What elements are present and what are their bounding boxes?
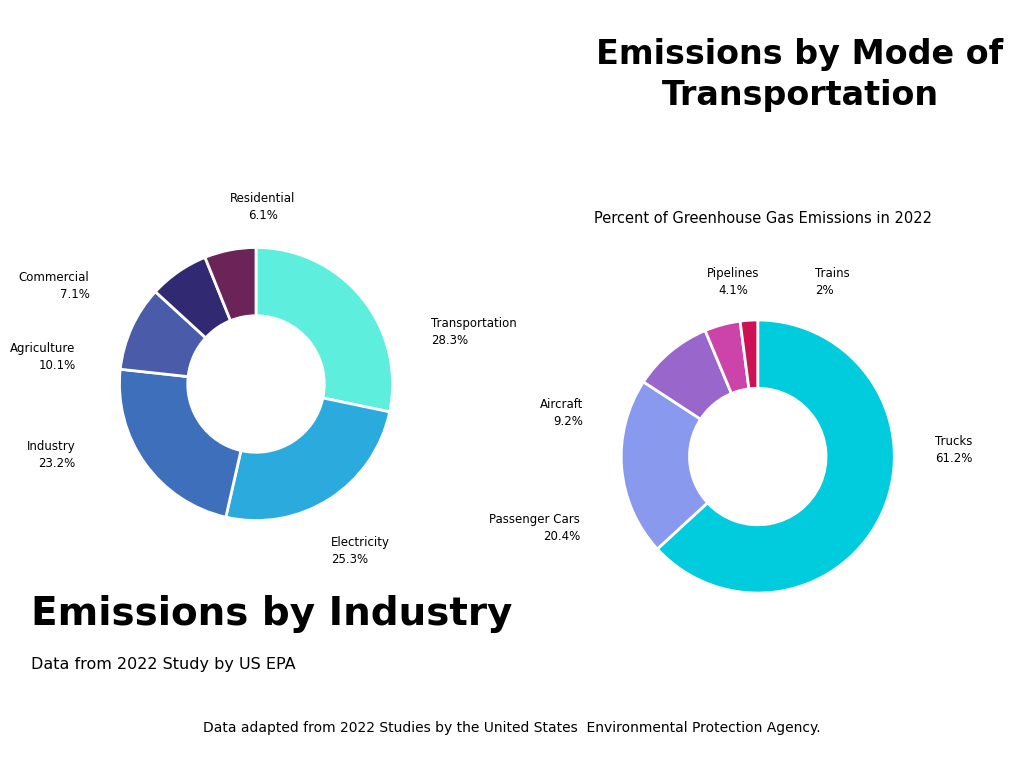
Text: Data adapted from 2022 Studies by the United States  Environmental Protection Ag: Data adapted from 2022 Studies by the Un… — [203, 721, 821, 735]
Text: Data from 2022 Study by US EPA: Data from 2022 Study by US EPA — [31, 657, 295, 672]
Text: Emissions by Mode of
Transportation: Emissions by Mode of Transportation — [596, 38, 1004, 112]
Text: Electricity
25.3%: Electricity 25.3% — [331, 535, 390, 565]
Wedge shape — [120, 369, 241, 517]
Text: Industry
23.2%: Industry 23.2% — [27, 440, 76, 470]
Text: Pipelines
4.1%: Pipelines 4.1% — [707, 266, 760, 296]
Wedge shape — [740, 320, 758, 389]
Text: Emissions by Industry: Emissions by Industry — [31, 595, 512, 633]
Wedge shape — [622, 382, 708, 549]
Text: Residential
6.1%: Residential 6.1% — [230, 191, 296, 221]
Text: Transportation
28.3%: Transportation 28.3% — [431, 317, 516, 347]
Text: Agriculture
10.1%: Agriculture 10.1% — [10, 342, 76, 372]
Wedge shape — [657, 320, 894, 593]
Wedge shape — [226, 398, 390, 521]
Wedge shape — [156, 257, 230, 338]
Text: Trucks
61.2%: Trucks 61.2% — [935, 435, 973, 465]
Wedge shape — [120, 292, 206, 376]
Wedge shape — [256, 247, 392, 412]
Wedge shape — [205, 247, 256, 321]
Text: Trains
2%: Trains 2% — [815, 266, 850, 296]
Wedge shape — [706, 321, 749, 393]
Text: Commercial
7.1%: Commercial 7.1% — [18, 270, 89, 301]
Text: Percent of Greenhouse Gas Emissions in 2022: Percent of Greenhouse Gas Emissions in 2… — [594, 211, 932, 227]
Text: Aircraft
9.2%: Aircraft 9.2% — [540, 398, 583, 428]
Text: Passenger Cars
20.4%: Passenger Cars 20.4% — [489, 512, 581, 542]
Wedge shape — [643, 330, 731, 419]
